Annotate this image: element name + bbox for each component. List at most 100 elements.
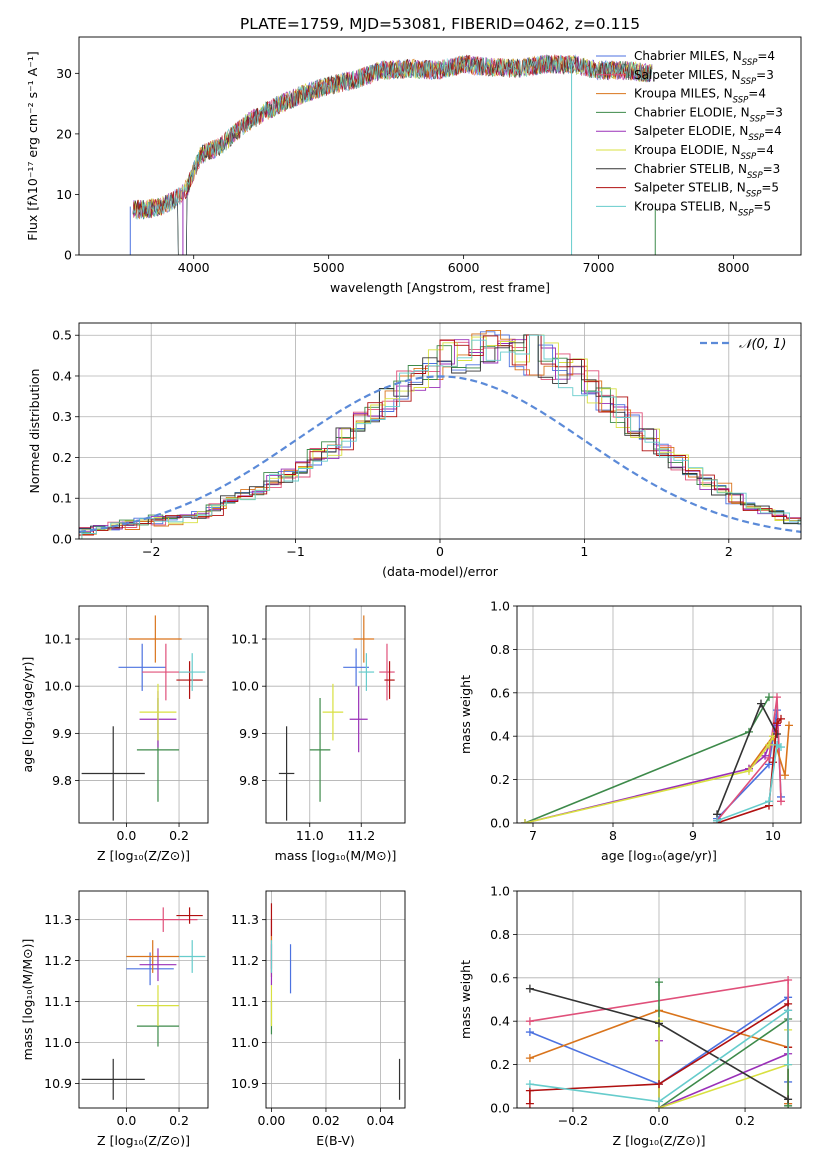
plot-area — [270, 903, 401, 1100]
mass-weight-marker — [655, 1019, 663, 1028]
mass-weight-marker — [777, 743, 785, 752]
x-axis-label: Z [log₁₀(Z/Z⊙)] — [97, 1133, 190, 1148]
x-axis-label: age [log₁₀(age/yr)] — [601, 848, 717, 863]
y-tick-label: 9.9 — [52, 726, 72, 741]
legend-suffix: =3 — [763, 162, 781, 176]
legend-label: 𝒩(0, 1) — [739, 337, 786, 352]
plot-area — [525, 975, 793, 1108]
axes-frame — [78, 890, 209, 1109]
x-axis-label: wavelength [Angstrom, rest frame] — [330, 280, 550, 295]
axes-frame — [78, 36, 802, 256]
mass-weight-marker — [757, 699, 765, 708]
errorbar-point-4 — [309, 697, 331, 802]
y-tick-label: 20 — [56, 126, 72, 141]
chart-age-vs-Z: 0.0 0.2 9.8 9.9 10.0 10.1 Z [log₁₀(Z/Z⊙)] age [… — [20, 605, 209, 863]
y-tick-label: 11.3 — [231, 912, 259, 927]
mass-weight-marker — [784, 975, 793, 984]
x-tick-label: −1 — [286, 544, 304, 559]
legend-suffix: =3 — [756, 68, 774, 82]
mass-weight-marker — [765, 693, 773, 702]
y-axis-label: mass weight — [458, 960, 473, 1039]
y-tick-label: 10.9 — [44, 1076, 72, 1091]
mass-weight-line-3 — [748, 725, 790, 776]
y-axis-label: mass weight — [458, 675, 473, 754]
mass-weight-marker — [784, 1006, 793, 1015]
mass-weight-marker — [745, 766, 753, 775]
mass-weight-marker — [655, 1097, 663, 1106]
x-axis-label: Z [log₁₀(Z/Z⊙)] — [613, 1133, 706, 1148]
x-tick-label: 8 — [609, 828, 617, 843]
x-tick-label: 8000 — [718, 260, 750, 275]
plot-area — [79, 329, 801, 539]
errorbar-point-1 — [126, 952, 174, 986]
y-tick-label: 11.0 — [44, 1035, 72, 1050]
y-tick-label: 9.9 — [239, 726, 259, 741]
legend-suffix: =3 — [765, 105, 783, 119]
errorbar-point-6 — [322, 683, 344, 741]
mass-weight-marker — [761, 751, 769, 760]
x-tick-label: −0.2 — [558, 1113, 588, 1128]
x-tick-label: 0.2 — [735, 1113, 755, 1128]
errorbar-point-8 — [176, 907, 203, 924]
legend-suffix: =4 — [748, 87, 766, 101]
mass-weight-marker — [525, 1017, 534, 1026]
errorbar-point-1 — [118, 643, 166, 691]
x-tick-label: 0.0 — [116, 828, 136, 843]
x-tick-label: 11.0 — [296, 828, 324, 843]
x-tick-label: 7 — [529, 828, 537, 843]
x-axis-label: Z [log₁₀(Z/Z⊙)] — [97, 848, 190, 863]
chart-mass-vs-ebv: 0.00 0.02 0.04 10.9 11.0 11.1 11.2 11.3 E(B-V) — [231, 890, 406, 1148]
y-tick-label: 0.3 — [52, 409, 72, 424]
errorbar-point-6 — [139, 683, 177, 741]
errorbar-point-3 — [353, 615, 375, 663]
x-tick-label: 0.04 — [367, 1113, 395, 1128]
legend: 𝒩(0, 1) — [700, 337, 786, 352]
y-tick-label: 0.5 — [52, 328, 72, 343]
y-tick-label: 0.1 — [52, 491, 72, 506]
mass-weight-marker — [655, 1080, 663, 1089]
y-axis-label: age [log₁₀(age/yr)] — [20, 657, 35, 773]
y-tick-label: 0.8 — [490, 927, 510, 942]
x-tick-label: 0.0 — [116, 1113, 136, 1128]
y-tick-label: 10.1 — [231, 632, 259, 647]
mass-weight-marker — [781, 771, 789, 780]
legend-suffix: =4 — [764, 124, 782, 138]
legend-subscript: SSP — [746, 190, 762, 200]
y-tick-label: 10.0 — [231, 679, 259, 694]
y-tick-label: 11.1 — [44, 994, 72, 1009]
y-tick-label: 9.8 — [52, 773, 72, 788]
axes-frame — [78, 605, 209, 824]
x-tick-label: 5000 — [313, 260, 345, 275]
plot-area — [521, 693, 793, 823]
histogram-6 — [81, 334, 801, 539]
y-tick-label: 11.2 — [231, 953, 259, 968]
legend-subscript: SSP — [742, 58, 758, 68]
errorbar-point-7 — [81, 726, 145, 821]
mass-weight-marker — [525, 1099, 534, 1108]
axes-frame — [265, 890, 406, 1109]
legend-suffix: =4 — [756, 143, 774, 157]
legend-suffix: =5 — [761, 181, 779, 195]
chart-massweight-vs-Z: −0.2 0.0 0.2 0.0 0.2 0.4 0.6 0.8 1.0 Z [log₁₀(Z/Z… — [458, 884, 802, 1148]
mass-weight-marker — [765, 797, 773, 806]
errorbar-point-8 — [384, 661, 395, 699]
mass-weight-marker — [773, 693, 781, 702]
mass-weight-line-9 — [529, 1008, 789, 1103]
x-axis-label: (data-model)/error — [382, 564, 499, 579]
legend-suffix: =4 — [757, 49, 775, 63]
mass-weight-marker — [655, 978, 663, 987]
legend-subscript: SSP — [741, 152, 757, 162]
mass-weight-marker — [777, 797, 785, 806]
errorbar-point-3 — [129, 615, 182, 663]
y-tick-label: 0.4 — [52, 368, 72, 383]
histogram-9 — [81, 334, 801, 539]
errorbar-point-9 — [179, 653, 206, 691]
axes-frame — [516, 605, 802, 824]
mass-weight-marker — [713, 816, 721, 823]
y-tick-label: 0.4 — [490, 729, 510, 744]
y-tick-label: 11.1 — [231, 994, 259, 1009]
y-tick-label: 11.0 — [231, 1035, 259, 1050]
mass-weight-line-9 — [716, 743, 782, 822]
chart-residuals: 𝒩(0, 1) −2 −1 0 1 2 0.0 0.1 0.2 0.3 0.4 0.5 (data-mo… — [27, 322, 802, 579]
y-axis-label: Normed distribution — [27, 369, 42, 494]
